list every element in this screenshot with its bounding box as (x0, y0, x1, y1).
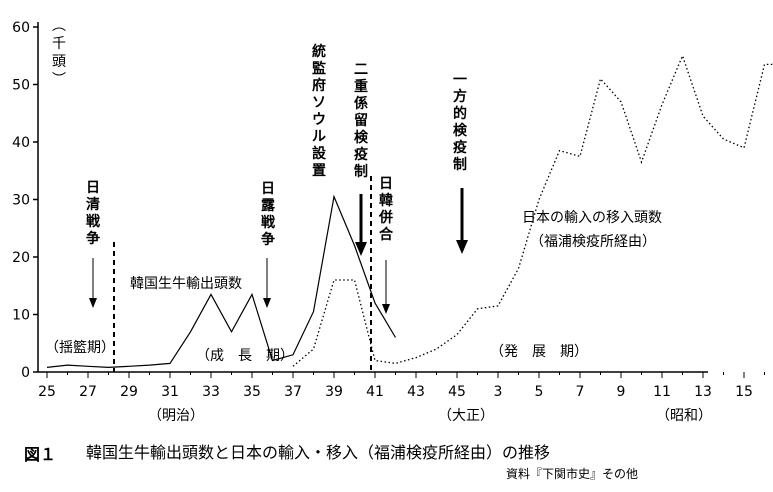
x-tick-label: 3 (494, 384, 503, 400)
x-tick-label: 37 (284, 384, 302, 400)
x-tick-label: 31 (161, 384, 179, 400)
series-label-japan-1: 日本の輸入の移入頭数 (522, 210, 662, 226)
x-tick-label: 43 (407, 384, 425, 400)
y-tick-label: 30 (12, 193, 30, 209)
event-label-double-quarantine: 二重係留検疫制 (354, 62, 369, 180)
x-tick-label: 25 (38, 384, 56, 400)
y-tick-label: 40 (12, 135, 30, 151)
x-tick-label: 7 (576, 384, 585, 400)
period-label-cradle: （揺籃期） (45, 340, 115, 356)
y-ticks: 0 10 20 30 40 50 60 (12, 20, 38, 381)
event-label-annexation: 日韓併合 (378, 176, 394, 243)
y-tick-label: 60 (12, 20, 30, 36)
period-label-development: （発 展 期） (490, 344, 588, 360)
chart-title: 韓国生牛輸出頭数と日本の輸入・移入（福浦検疫所経由）の推移 (86, 443, 550, 462)
x-tick-label: 45 (448, 384, 466, 400)
x-tick-label: 5 (535, 384, 544, 400)
event-label-russo-japanese-war: 日露戦争 (261, 181, 276, 248)
y-tick-label: 50 (12, 78, 30, 94)
x-tick-label: 39 (325, 384, 343, 400)
x-tick-label: 35 (243, 384, 261, 400)
x-tick-label: 29 (120, 384, 138, 400)
x-tick-label: 15 (735, 384, 753, 400)
event-label-sino-japanese-war: 日清戦争 (86, 180, 101, 247)
event-arrows (89, 188, 468, 314)
x-ticks: 252729313335373941434535791113153 (38, 372, 765, 400)
x-tick-label: 13 (694, 384, 712, 400)
unit-label: ︵千頭︶ (52, 18, 66, 88)
x-tick-label: 41 (366, 384, 384, 400)
x-tick-label: 27 (79, 384, 97, 400)
y-tick-label: 0 (21, 365, 30, 381)
x-tick-label: 9 (617, 384, 626, 400)
y-tick-label: 20 (12, 250, 30, 266)
period-label-growth: （成 長 期） (196, 348, 294, 364)
source-note: 資料『下関市史』その他 (506, 466, 638, 481)
event-label-unilateral-quarantine: 一方的検疫制 (453, 72, 468, 173)
era-label-meiji: （明治） (148, 408, 204, 424)
figure-label: 図１ (24, 445, 56, 464)
series-label-japan-2: （福浦検疫所経由） (530, 234, 656, 250)
x-tick-label: 33 (202, 384, 220, 400)
era-label-showa: （昭和） (656, 408, 712, 424)
series-label-korea: 韓国生牛輸出頭数 (130, 276, 242, 292)
series-line-korea-export (46, 194, 397, 369)
x-tick-label: 11 (653, 384, 671, 400)
era-label-taisho: （大正） (438, 408, 494, 424)
event-label-residency-general: 統監府ソウル設置 (312, 43, 327, 179)
y-tick-label: 10 (12, 308, 30, 324)
